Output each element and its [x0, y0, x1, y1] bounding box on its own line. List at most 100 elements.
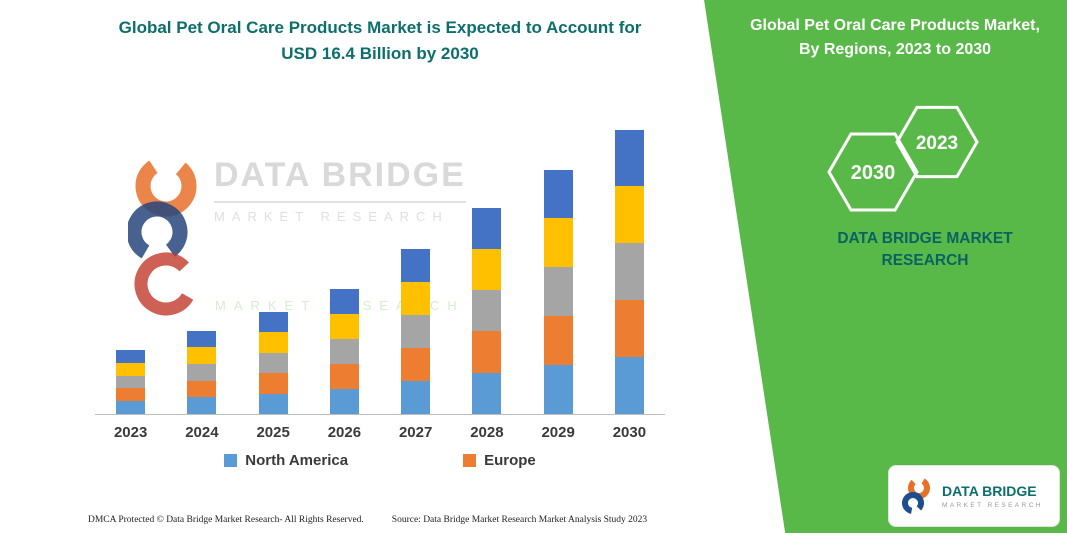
legend-item-north-america: North America [224, 452, 348, 469]
stacked-bar-2026 [329, 289, 359, 414]
bar-segment-series-5 [543, 169, 573, 219]
data-bridge-watermark-logo [128, 155, 198, 316]
bar-segment-North America [258, 393, 288, 414]
bar-segment-North America [187, 397, 217, 414]
bar-segment-series-3 [116, 375, 146, 389]
footer: DMCA Protected © Data Bridge Market Rese… [88, 515, 647, 525]
stacked-bar-2029 [543, 169, 573, 414]
bar-segment-series-4 [401, 282, 431, 315]
bar-column-2023 [95, 120, 166, 414]
panel-brand-line1: DATA BRIDGE MARKET [837, 230, 1013, 247]
bar-segment-North America [472, 372, 502, 414]
panel-title-line1: Global Pet Oral Care Products Market, [750, 17, 1040, 34]
bar-column-2027 [380, 120, 451, 414]
hexagon-2030 [827, 132, 919, 212]
brand-logo-text: DATA BRIDGE MARKET RESEARCH [942, 483, 1043, 509]
bar-column-2025 [238, 120, 309, 414]
bar-segment-series-3 [614, 243, 644, 301]
bar-segment-Europe [258, 373, 288, 394]
brand-logo-card: DATA BRIDGE MARKET RESEARCH [888, 465, 1060, 527]
x-axis-labels: 2023 2024 2025 2026 2027 2028 2029 2030 [95, 424, 665, 441]
bar-segment-Europe [187, 380, 217, 398]
x-tick-2027: 2027 [398, 424, 433, 441]
bar-column-2026 [309, 120, 380, 414]
year-hexagons: 2030 2023 [827, 105, 979, 212]
watermark-brand: DATA BRIDGE [214, 156, 466, 203]
watermark-text: DATA BRIDGE MARKET RESEARCH [214, 148, 466, 224]
bar-segment-series-4 [614, 186, 644, 244]
page-title-line1: Global Pet Oral Care Products Market is … [118, 18, 642, 37]
bar-column-2028 [451, 120, 522, 414]
bar-segment-series-5 [472, 207, 502, 249]
x-tick-2025: 2025 [256, 424, 290, 441]
hexagon-2030-label: 2030 [851, 162, 896, 184]
bar-segment-series-4 [116, 362, 146, 376]
bar-segment-series-5 [329, 289, 359, 314]
stacked-bar-2024 [187, 330, 217, 414]
bar-segment-Europe [472, 331, 502, 373]
bar-segment-series-4 [472, 248, 502, 291]
watermark-sub: MARKET RESEARCH [214, 209, 449, 224]
bar-segment-series-5 [258, 311, 288, 332]
x-tick-2024: 2024 [185, 424, 219, 441]
chart-legend: North America Europe [95, 452, 665, 469]
panel-title-line2: By Regions, 2023 to 2030 [798, 41, 992, 58]
hexagon-2023-label: 2023 [916, 133, 958, 154]
bar-column-2029 [523, 120, 594, 414]
bar-segment-series-3 [187, 363, 217, 381]
hexagon-2023 [895, 105, 979, 179]
brand-logo-sub: MARKET RESEARCH [942, 502, 1043, 509]
panel-title: Global Pet Oral Care Products Market, By… [730, 14, 1060, 62]
bar-segment-series-3 [472, 290, 502, 332]
bar-segment-series-4 [258, 332, 288, 353]
right-panel: Global Pet Oral Care Products Market, By… [704, 0, 1067, 533]
legend-swatch-europe [463, 454, 477, 467]
bar-segment-Europe [543, 316, 573, 366]
bar-segment-series-5 [187, 330, 217, 348]
legend-label-north-america: North America [245, 452, 349, 469]
panel-brand-line2: RESEARCH [881, 252, 969, 269]
bar-segment-series-3 [258, 352, 288, 373]
stacked-bar-2027 [401, 249, 431, 414]
x-tick-2026: 2026 [327, 424, 362, 441]
stacked-bar-2025 [258, 311, 288, 414]
bar-segment-series-5 [401, 249, 431, 282]
panel-brand: DATA BRIDGE MARKET RESEARCH [775, 228, 1067, 272]
brand-logo-name: DATA BRIDGE [942, 483, 1037, 499]
legend-item-europe: Europe [463, 452, 536, 469]
bar-column-2030 [594, 120, 665, 414]
x-tick-2023: 2023 [113, 424, 148, 441]
bar-segment-North America [401, 381, 431, 414]
bar-segment-series-3 [543, 267, 573, 317]
bar-segment-Europe [401, 348, 431, 381]
legend-label-europe: Europe [484, 452, 536, 469]
bar-segment-series-4 [329, 314, 359, 339]
page-title-line2: USD 16.4 Billion by 2030 [281, 44, 479, 63]
bar-segment-Europe [329, 364, 359, 389]
bar-segment-Europe [614, 300, 644, 358]
bar-segment-series-5 [116, 350, 146, 363]
footer-source: Source: Data Bridge Market Research Mark… [391, 515, 648, 525]
bar-segment-series-4 [187, 347, 217, 364]
page-title: Global Pet Oral Care Products Market is … [60, 15, 700, 67]
footer-copyright: DMCA Protected © Data Bridge Market Rese… [88, 515, 364, 525]
x-tick-2029: 2029 [541, 424, 575, 441]
bar-segment-series-3 [329, 339, 359, 364]
bar-segment-series-4 [543, 218, 573, 268]
stacked-bar-2028 [472, 207, 502, 414]
bar-segment-North America [543, 365, 573, 414]
bar-segment-Europe [116, 388, 146, 402]
bar-segment-North America [614, 357, 644, 414]
stacked-bar-2030 [614, 129, 644, 414]
bar-segment-North America [329, 389, 359, 414]
bar-segment-North America [116, 401, 146, 414]
bar-chart-plot [95, 120, 665, 415]
bar-column-2024 [166, 120, 237, 414]
legend-swatch-north-america [224, 454, 238, 467]
x-tick-2030: 2030 [612, 424, 647, 441]
watermark: DATA BRIDGE MARKET RESEARCH [128, 148, 466, 316]
bar-segment-series-5 [614, 129, 644, 187]
bar-segment-series-3 [401, 315, 431, 348]
x-tick-2028: 2028 [470, 424, 504, 441]
